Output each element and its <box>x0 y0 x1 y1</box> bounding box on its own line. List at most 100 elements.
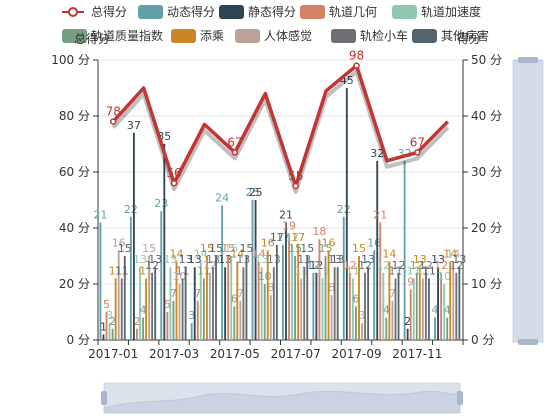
bar-value-label: 14 <box>169 248 183 261</box>
legend-swatch <box>219 5 244 19</box>
legend-label: 轨道几何 <box>329 5 377 19</box>
bar-value-label: 11 <box>115 264 129 277</box>
y-right-tick-label: 40 分 <box>471 109 502 123</box>
bar <box>224 267 227 340</box>
bar <box>421 278 424 340</box>
vertical-zoom-slider[interactable] <box>512 57 544 345</box>
legend-item[interactable]: 添乘 <box>171 29 224 43</box>
bar-value-label: 13 <box>267 253 281 266</box>
bar-value-label: 5 <box>164 298 171 311</box>
legend-item[interactable]: 轨道质量指数 <box>62 28 163 43</box>
bar <box>373 250 376 340</box>
bar <box>136 328 138 340</box>
bar-value-label: 2 <box>109 315 116 328</box>
legend-item[interactable]: 其他病害 <box>412 28 489 43</box>
legend-item[interactable]: 静态得分 <box>219 4 296 19</box>
bar <box>324 256 327 340</box>
bar <box>333 267 336 340</box>
legend-swatch <box>235 29 260 43</box>
bar <box>403 160 406 340</box>
bar-value-label: 37 <box>127 119 141 132</box>
bar-value-label: 32 <box>370 147 384 160</box>
bar-value-label: 21 <box>279 208 293 221</box>
bar <box>376 160 379 340</box>
bar-value-label: 13 <box>206 253 220 266</box>
legend-item[interactable]: 轨检小车 <box>331 28 408 43</box>
legend-item[interactable]: 动态得分 <box>138 4 215 19</box>
bar-value-label: 16 <box>112 236 126 249</box>
bar-value-label: 13 <box>133 253 147 266</box>
horizontal-zoom-slider[interactable] <box>101 382 463 414</box>
y-left-tick-label: 60 分 <box>59 165 90 179</box>
bar-value-label: 12 <box>434 259 448 272</box>
bar-value-label: 11 <box>346 264 360 277</box>
bar <box>397 272 400 340</box>
legend-label: 轨道加速度 <box>421 4 481 19</box>
line-value-label: 98 <box>349 49 364 63</box>
bar-value-label: 8 <box>328 281 335 294</box>
bar-value-label: 14 <box>443 248 457 261</box>
bar <box>272 267 275 340</box>
y-left-tick-label: 80 分 <box>59 109 90 123</box>
bar-value-label: 15 <box>221 242 235 255</box>
horizontal-zoom-track <box>103 382 461 414</box>
bar <box>330 295 333 340</box>
bar <box>196 300 199 340</box>
x-tick-label: 2017-03 <box>149 347 199 361</box>
legend-item[interactable]: 轨道加速度 <box>392 4 481 19</box>
bar <box>221 205 224 340</box>
bar <box>348 272 351 340</box>
bar <box>409 289 412 340</box>
legend-item[interactable]: 总得分 <box>62 4 127 19</box>
total-score-line <box>111 63 450 188</box>
bar <box>449 261 452 340</box>
horizontal-zoom-handle-left[interactable] <box>101 391 107 405</box>
vertical-zoom-handle-bottom[interactable] <box>518 339 538 345</box>
bar-value-label: 10 <box>437 270 451 283</box>
bar <box>336 267 339 340</box>
y-right-tick-label: 0 分 <box>471 333 494 347</box>
line-value-label: 55 <box>288 169 303 183</box>
bar <box>123 256 126 340</box>
legend-swatch <box>392 5 417 19</box>
y-left-tick-label: 40 分 <box>59 221 90 235</box>
bar <box>132 132 135 340</box>
bar <box>245 256 248 340</box>
bar <box>446 317 449 340</box>
bar <box>361 323 363 340</box>
bar <box>367 267 370 340</box>
vertical-zoom-handle-top[interactable] <box>518 57 538 63</box>
bar-value-label: 2 <box>404 315 411 328</box>
bar <box>209 272 211 340</box>
legend-item[interactable]: 人体感觉 <box>235 28 312 43</box>
x-tick-label: 2017-01 <box>88 347 138 361</box>
line-point <box>109 118 117 125</box>
x-tick-label: 2017-05 <box>210 347 260 361</box>
line-value-label: 56 <box>166 166 181 180</box>
bar <box>160 211 163 340</box>
bar <box>458 267 461 340</box>
bar-value-label: 7 <box>170 287 177 300</box>
bar <box>342 216 345 340</box>
bar <box>202 278 205 340</box>
legend-item[interactable]: 轨道几何 <box>300 5 377 19</box>
bar-value-label: 3 <box>188 309 195 322</box>
bar <box>260 267 263 340</box>
bar-value-label: 6 <box>231 292 238 305</box>
bar-value-label: 22 <box>337 203 351 216</box>
horizontal-zoom-handle-right[interactable] <box>457 391 463 405</box>
legend-swatch <box>171 29 196 43</box>
x-tick-label: 2017-07 <box>271 347 321 361</box>
bar-value-label: 4 <box>432 304 439 317</box>
bar-value-label: 13 <box>255 253 269 266</box>
bar <box>105 312 108 340</box>
bar-value-label: 14 <box>382 248 396 261</box>
bar-value-label: 8 <box>267 281 274 294</box>
bar-value-label: 15 <box>224 242 238 255</box>
bar-value-label: 15 <box>118 242 132 255</box>
bar <box>193 267 196 340</box>
line-value-label: 78 <box>106 105 121 119</box>
bar <box>382 272 385 340</box>
bar <box>455 272 458 340</box>
bar <box>205 256 208 340</box>
